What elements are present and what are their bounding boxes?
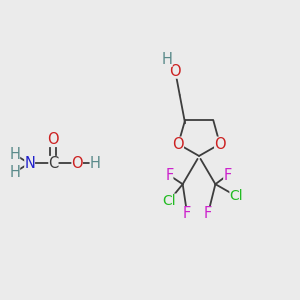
Text: O: O (48, 132, 59, 147)
Text: N: N (24, 156, 35, 171)
Text: O: O (214, 136, 226, 152)
Text: F: F (204, 206, 212, 221)
Text: C: C (48, 156, 59, 171)
Text: Cl: Cl (230, 189, 243, 203)
Text: F: F (165, 168, 173, 183)
Text: O: O (172, 136, 184, 152)
Text: Cl: Cl (163, 194, 176, 208)
Text: F: F (183, 206, 191, 221)
Text: H: H (9, 147, 20, 162)
Text: F: F (223, 168, 231, 183)
Text: H: H (162, 52, 173, 67)
Text: O: O (169, 64, 181, 79)
Text: H: H (90, 156, 101, 171)
Text: O: O (71, 156, 83, 171)
Text: H: H (9, 165, 20, 180)
